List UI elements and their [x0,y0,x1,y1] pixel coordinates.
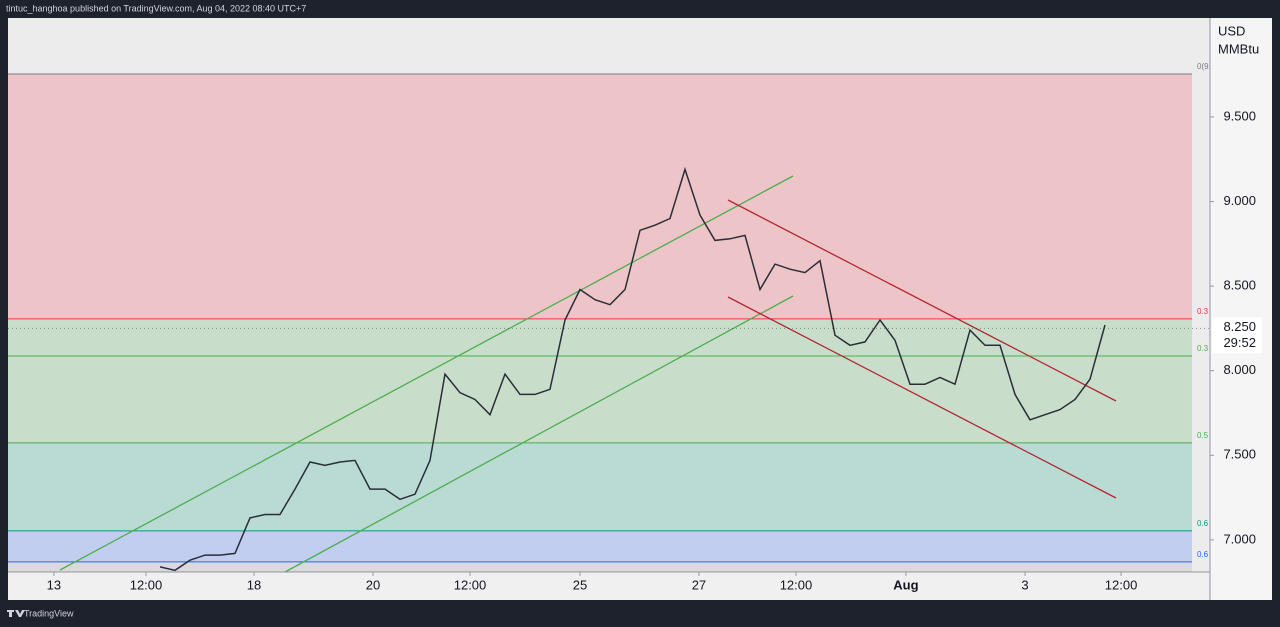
y-tick-label: 7.000 [1223,531,1256,546]
fib-label: 0.5 [1197,431,1209,440]
fib-label: 0.6 [1197,550,1209,559]
fib-zone [8,318,1192,356]
time-axis-panel [8,572,1210,600]
unit: MMBtu [1218,41,1259,56]
price-axis-panel [1210,18,1272,600]
y-tick-label: 9.000 [1223,193,1256,208]
x-tick-label: 12:00 [454,577,487,592]
brand: TradingView [24,608,74,618]
x-tick-label: 20 [366,577,380,592]
fib-label: 0(9. [1197,62,1211,71]
fib-zone [8,530,1192,562]
fib-zone [8,442,1192,531]
y-tick-label: 8.500 [1223,278,1256,293]
fib-zones: 0(9. 0.3 0.3 0.5 0.6 0.6 [8,62,1211,572]
y-tick-label: 7.500 [1223,447,1256,462]
fib-label: 0.3 [1197,307,1209,316]
x-tick-label: 12:00 [1105,577,1138,592]
x-tick-label: 27 [692,577,706,592]
x-tick-label: 12:00 [130,577,163,592]
published-note: tintuc_hanghoa published on TradingView.… [6,3,306,13]
price-line [159,166,1106,572]
plot [159,166,1106,572]
fib-zone [8,73,1192,319]
x-tick-label: 12:00 [780,577,813,592]
fib-zone [8,355,1192,443]
channel-line [284,295,794,573]
y-tick-label: 9.500 [1223,108,1256,123]
y-tick-label: 8.000 [1223,362,1256,377]
fib-label: 0.3 [1197,344,1209,353]
x-tick-label: Aug [893,577,918,592]
channel-line [727,296,1117,499]
fib-zone [8,561,1192,572]
plot-background [8,18,1210,572]
x-tick-label: 3 [1021,577,1028,592]
x-tick-label: 13 [47,577,61,592]
channel-line [727,199,1117,402]
fib-label: 0.6 [1197,519,1209,528]
countdown: 29:52 [1223,335,1256,350]
currency: USD [1218,23,1245,38]
last-price-label: 8.250 [1223,319,1256,334]
last-price-tag [1212,317,1262,354]
x-tick-label: 25 [573,577,587,592]
tradingview-logo [7,610,25,617]
trend-channels [59,175,1117,573]
x-tick-label: 18 [247,577,261,592]
channel-line [59,175,794,571]
